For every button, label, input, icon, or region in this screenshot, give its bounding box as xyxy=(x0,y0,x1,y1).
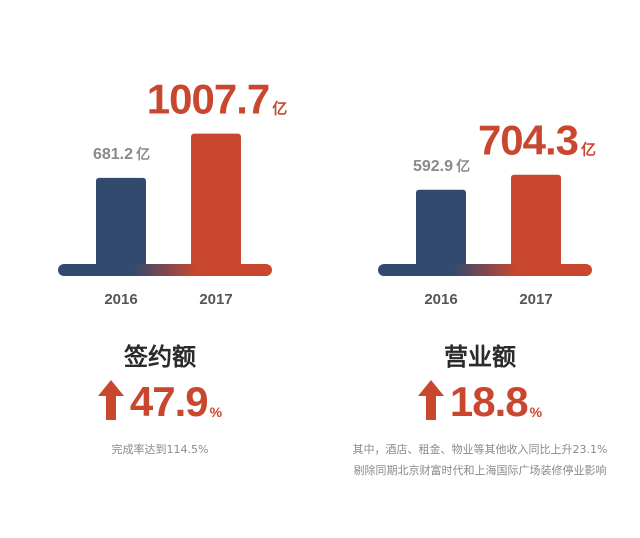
bar xyxy=(511,174,561,276)
growth-unit: % xyxy=(209,404,223,420)
bar xyxy=(416,189,466,276)
category-label: 2016 xyxy=(424,291,457,308)
panel-revenue: 592.9 亿 2016 704.3 亿 2017 营业额 18.8 % 其中，酒店、租金… xyxy=(320,0,640,538)
unit-label: 亿 xyxy=(456,158,470,175)
note-line: 剔除同期北京财富时代和上海国际广场装修停业影响 xyxy=(353,464,607,477)
arrow-up-icon xyxy=(97,380,124,420)
value-label: 592.9 xyxy=(413,158,453,175)
arrow-up-icon xyxy=(417,380,444,420)
value-label: 681.2 xyxy=(93,146,133,163)
unit-label: 亿 xyxy=(581,141,596,159)
category-label: 2017 xyxy=(199,291,232,308)
category-label: 2016 xyxy=(104,291,137,308)
bar xyxy=(96,177,146,276)
unit-label: 亿 xyxy=(272,100,287,118)
growth-indicator: 47.9 % xyxy=(0,380,320,426)
note-line: 完成率达到114.5% xyxy=(111,443,209,456)
growth-value: 47.9 xyxy=(129,378,209,425)
category-label: 2017 xyxy=(519,291,552,308)
baseline xyxy=(378,264,592,276)
bar xyxy=(191,133,241,276)
growth-value: 18.8 xyxy=(449,378,529,425)
metric-title: 营业额 xyxy=(444,343,516,371)
growth-indicator: 18.8 % xyxy=(320,380,640,426)
value-label: 704.3 xyxy=(478,117,578,164)
metric-title: 签约额 xyxy=(124,343,196,371)
unit-label: 亿 xyxy=(136,146,150,163)
value-label: 1007.7 xyxy=(147,76,269,123)
note-line: 其中，酒店、租金、物业等其他收入同比上升23.1% xyxy=(352,443,608,456)
baseline xyxy=(58,264,272,276)
panel-signed-amount: 681.2 亿 2016 1007.7 亿 2017 签约额 47.9 % 完成率达到11… xyxy=(0,76,320,456)
growth-unit: % xyxy=(529,404,543,420)
